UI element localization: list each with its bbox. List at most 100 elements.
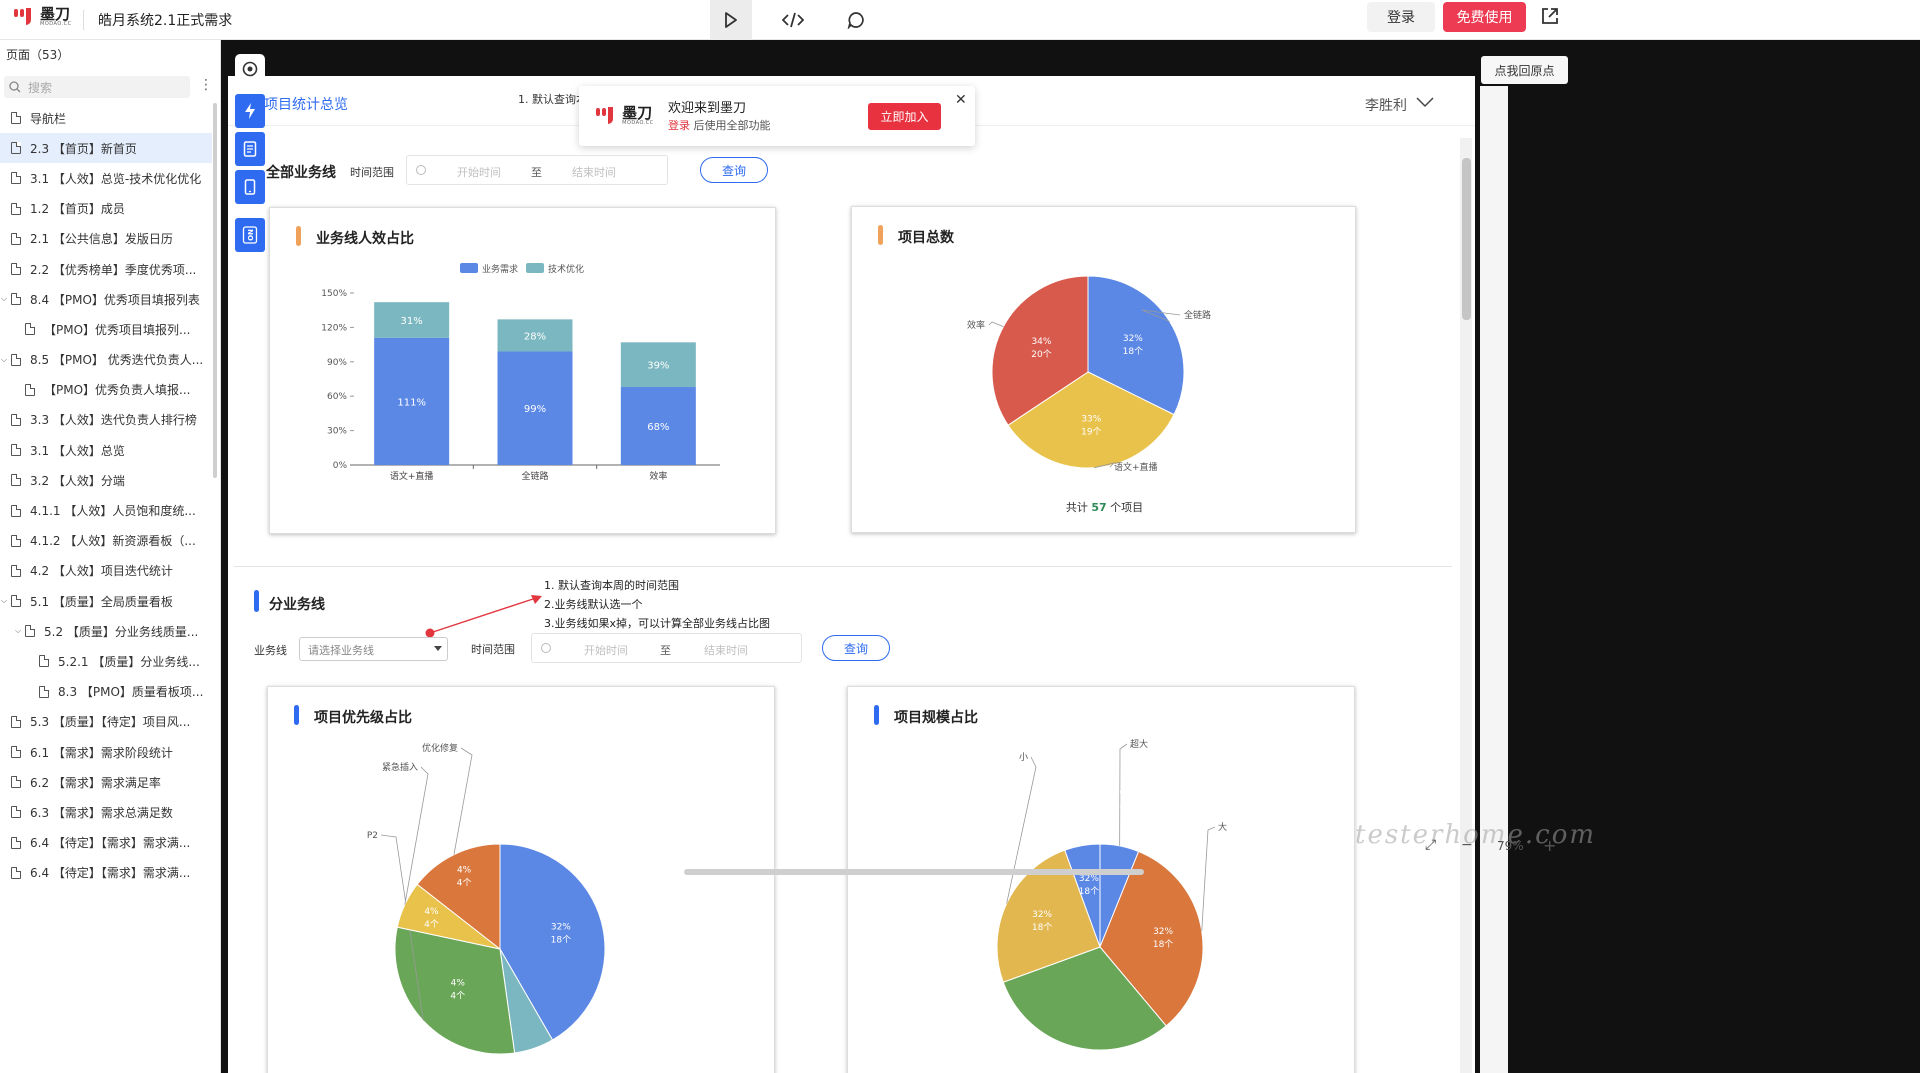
page-item[interactable]: 【PMO】优秀项目填报列... <box>0 314 212 344</box>
page-item[interactable]: 6.4 【待定】【需求】需求满... <box>0 858 212 888</box>
bar-chart: 业务需求 技术优化 0% 30% 60% 90% 120% 150% 111% 31% 语文+直播 9… <box>321 263 720 482</box>
page-item[interactable]: 6.1 【需求】需求阶段统计 <box>0 737 212 767</box>
page-item[interactable]: 6.2 【需求】需求满足率 <box>0 767 212 797</box>
y-tick-label: 120% <box>321 323 347 333</box>
expand-caret-icon[interactable]: ⌵ <box>1 596 8 606</box>
free-use-button[interactable]: 免费使用 <box>1443 2 1526 32</box>
user-name[interactable]: 李胜利 <box>1365 98 1407 114</box>
page-doc-icon <box>25 323 35 336</box>
modao-logo[interactable]: 墨刀 MODAO.CC <box>14 7 72 27</box>
page-item[interactable]: 4.1.2 【人效】新资源看板（... <box>0 526 212 556</box>
page-item-label: 3.1 【人效】总览 <box>30 443 125 458</box>
page-doc-icon <box>11 595 21 608</box>
page-item[interactable]: 4.1.1 【人效】人员饱和度统... <box>0 495 212 525</box>
back-to-origin-button[interactable]: 点我回原点 <box>1481 56 1568 84</box>
page-item[interactable]: ⌵ 8.4 【PMO】优秀项目填报列表 <box>0 284 212 314</box>
export-icon[interactable] <box>1540 6 1560 26</box>
notes-button[interactable] <box>235 132 265 166</box>
page-doc-icon <box>11 263 21 276</box>
page-item[interactable]: ⌵ 5.2 【质量】分业务线质量... <box>0 616 212 646</box>
date-range-picker[interactable]: 开始时间 至 结束时间 <box>531 633 802 663</box>
more-options-icon[interactable]: ⋮ <box>199 77 213 93</box>
page-item[interactable]: 导航栏 <box>0 103 212 133</box>
page-item-label: 4.1.1 【人效】人员饱和度统... <box>30 504 196 519</box>
page-item[interactable]: 3.2 【人效】分端 <box>0 465 212 495</box>
slice-name-label: 超大 <box>1130 738 1148 750</box>
comment-button[interactable] <box>835 0 877 40</box>
page-item[interactable]: 6.3 【需求】需求总满足数 <box>0 797 212 827</box>
join-now-button[interactable]: 立即加入 <box>868 103 941 130</box>
slice-count-label: 18个 <box>1032 922 1052 933</box>
close-icon[interactable]: ✕ <box>955 92 967 108</box>
zoom-out-icon[interactable]: − <box>1461 837 1473 853</box>
page-item[interactable]: 6.4 【待定】【需求】需求满... <box>0 828 212 858</box>
page-item[interactable]: 3.1 【人效】总览-技术优化优化 <box>0 163 212 193</box>
page-item[interactable]: 【PMO】优秀负责人填报... <box>0 375 212 405</box>
page-item[interactable]: 5.3 【质量】【待定】项目风... <box>0 707 212 737</box>
card-priority: 项目优先级占比 32% 18个 4% 4个 P2 4% 4个 紧急插入 4% 4个 优化修复 <box>267 686 775 1073</box>
page-item[interactable]: 3.1 【人效】总览 <box>0 435 212 465</box>
page-item[interactable]: 3.3 【人效】迭代负责人排行榜 <box>0 405 212 435</box>
chevron-down-icon[interactable] <box>1416 96 1434 108</box>
page-scrollbar-thumb[interactable] <box>1462 158 1471 320</box>
pie-slice <box>1002 946 1167 1051</box>
toggle-on-button[interactable]: ON <box>235 218 265 252</box>
expand-caret-icon[interactable]: ⌵ <box>15 626 22 636</box>
zoom-level: 79% <box>1497 839 1524 853</box>
page-item[interactable]: 2.2 【优秀榜单】季度优秀项... <box>0 254 212 284</box>
slice-percent-label: 32% <box>1108 790 1128 800</box>
slice-leader-line <box>453 747 473 855</box>
welcome-login-link[interactable]: 登录 <box>668 119 690 132</box>
device-button[interactable] <box>235 170 265 204</box>
canvas-hscrollbar[interactable] <box>684 869 1144 875</box>
date-range-to: 至 <box>531 166 542 179</box>
page-doc-icon <box>39 655 49 668</box>
slice-percent-label: 32% <box>1079 874 1099 884</box>
zoom-in-icon[interactable]: + <box>1543 836 1557 855</box>
code-button[interactable] <box>772 0 814 40</box>
slice-percent-label: 34% <box>1031 337 1051 347</box>
page-search-input[interactable]: 搜索 <box>4 76 190 98</box>
locate-button[interactable] <box>235 54 265 84</box>
page-doc-icon <box>11 836 21 849</box>
bar-data-label: 99% <box>524 404 546 415</box>
slice-percent-label: 4% <box>424 907 439 917</box>
bar-segment <box>497 319 573 352</box>
query-button[interactable]: 查询 <box>700 157 768 183</box>
page-item[interactable]: ⌵ 8.5 【PMO】 优秀迭代负责人... <box>0 345 212 375</box>
page-item[interactable]: 1.2 【首页】成员 <box>0 194 212 224</box>
page-item-label: 3.3 【人效】迭代负责人排行榜 <box>30 413 197 428</box>
page-item[interactable]: 5.2.1 【质量】分业务线... <box>0 646 212 676</box>
page-doc-icon <box>11 413 21 426</box>
pie-slice <box>996 849 1101 983</box>
date-range-picker[interactable]: 开始时间 至 结束时间 <box>406 155 668 185</box>
slice-percent-label: 4% <box>451 978 466 988</box>
page-item[interactable]: 2.1 【公共信息】发版日历 <box>0 224 212 254</box>
slice-percent-label: 32% <box>1032 910 1052 920</box>
page-item-label: 2.2 【优秀榜单】季度优秀项... <box>30 262 197 277</box>
slice-count-label: 4个 <box>424 919 439 930</box>
page-item[interactable]: ⌵ 5.1 【质量】全局质量看板 <box>0 586 212 616</box>
query-button[interactable]: 查询 <box>822 635 890 661</box>
biz-line-label: 业务线 <box>254 644 287 657</box>
sidebar-scrollbar[interactable] <box>213 103 217 478</box>
time-range-label: 时间范围 <box>471 643 515 656</box>
expand-caret-icon[interactable]: ⌵ <box>1 294 8 304</box>
login-button[interactable]: 登录 <box>1367 2 1435 32</box>
preview-button[interactable] <box>710 0 752 40</box>
page-item[interactable]: 2.3 【首页】新首页 <box>0 133 212 164</box>
page-item[interactable]: 4.2 【人效】项目迭代统计 <box>0 556 212 586</box>
flash-button[interactable] <box>235 94 265 128</box>
section-divider <box>234 566 1452 567</box>
expand-caret-icon[interactable]: ⌵ <box>1 354 8 364</box>
bar-data-label: 111% <box>397 397 426 408</box>
slice-leader-line <box>1093 462 1116 469</box>
page-doc-icon <box>11 866 21 879</box>
biz-line-select[interactable]: 请选择业务线 <box>299 637 448 661</box>
page-item[interactable]: 8.3 【PMO】质量看板项... <box>0 677 212 707</box>
fit-screen-icon[interactable]: ⤢ <box>1425 837 1437 853</box>
brand-sub: MODAO.CC <box>40 21 72 27</box>
card-efficiency: 业务线人效占比 业务需求 技术优化 0% 30% 60% 90% 120% 150% 111% 3… <box>269 207 776 534</box>
project-total-summary: 共计 57 个项目 <box>852 499 1357 515</box>
